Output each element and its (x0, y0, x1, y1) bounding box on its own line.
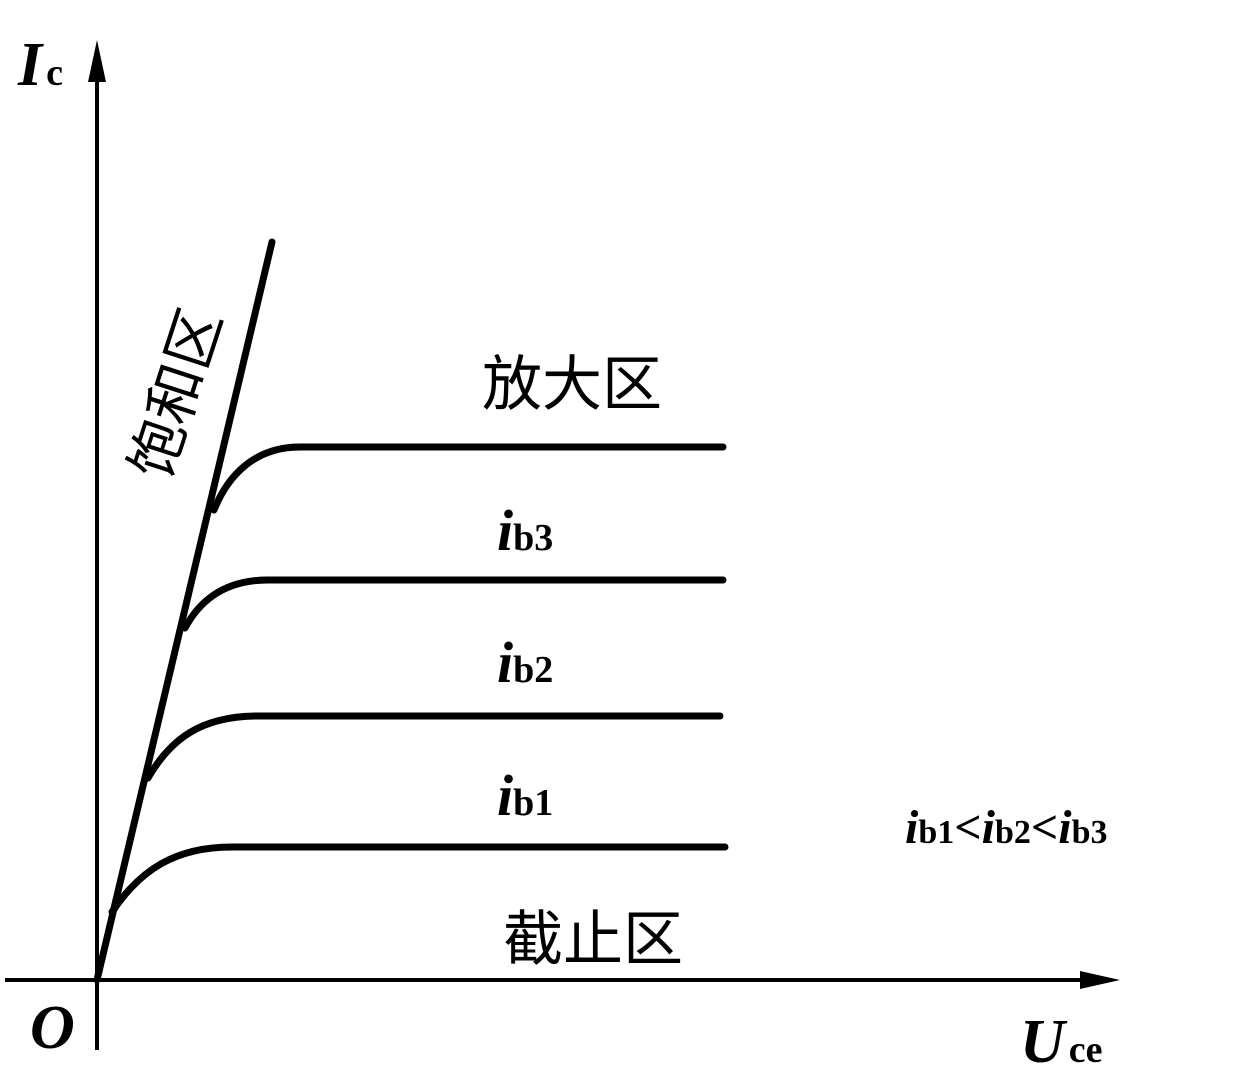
x-label-main: U (1020, 1008, 1068, 1076)
curve-label-main: i (497, 763, 513, 828)
y-label-sub: c (46, 52, 63, 94)
characteristic-curve (210, 443, 727, 514)
relation-separator: < (954, 801, 981, 854)
saturation-line (93, 238, 276, 984)
curve-label: ib2 (497, 630, 553, 695)
x-label-sub: ce (1069, 1029, 1103, 1071)
y-axis-arrow (88, 40, 106, 82)
y-label-main: I (17, 31, 44, 99)
relation-separator: < (1031, 801, 1058, 854)
curve-label-main: i (497, 630, 513, 695)
characteristic-curve (181, 576, 727, 632)
curve-label-main: i (497, 498, 513, 563)
relation-main: i (1058, 801, 1072, 854)
curve-label-sub: b2 (513, 649, 553, 691)
characteristic-curve (144, 712, 724, 782)
relation-sub: b3 (1072, 814, 1108, 851)
relation-sub: b2 (995, 814, 1031, 851)
relation-sub: b1 (918, 814, 954, 851)
curve-label-sub: b3 (513, 517, 553, 559)
characteristic-curve (108, 843, 729, 916)
curve-label: ib1 (497, 763, 553, 828)
curve-label-sub: b1 (513, 782, 553, 824)
curve-label: ib3 (497, 498, 553, 563)
origin-label: O (30, 994, 75, 1062)
amplification-label: 放大区 (482, 350, 662, 420)
relation: ib1<ib2<ib3 (905, 801, 1108, 854)
cutoff-label: 截止区 (503, 905, 683, 975)
x-axis-arrow (1080, 971, 1120, 989)
relation-main: i (982, 801, 996, 854)
relation-main: i (905, 801, 919, 854)
